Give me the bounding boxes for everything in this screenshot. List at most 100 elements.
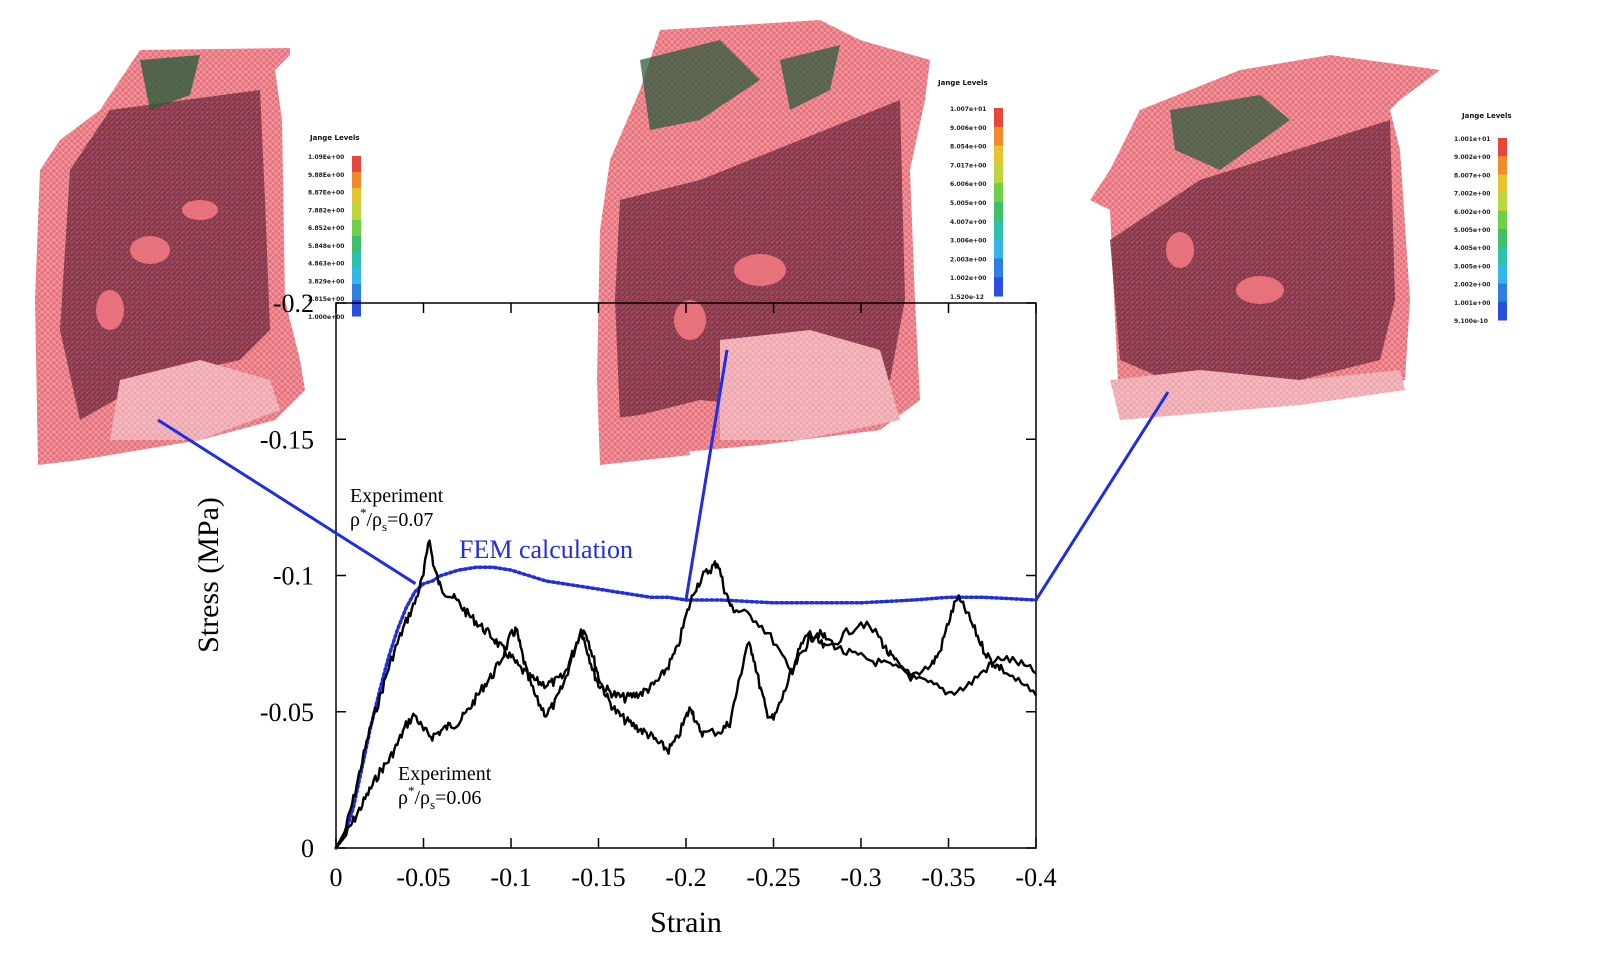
colorbar-2-swatch-1 (994, 126, 1003, 147)
colorbar-2-level-10: 1.520e-12 (950, 294, 984, 301)
colorbar-3-level-5: 5.005e+00 (1454, 227, 1490, 234)
experiment-006-rho: ρ (398, 787, 408, 809)
callout-line-0 (157, 418, 417, 585)
colorbar-1-swatch-0 (352, 156, 361, 173)
colorbar-1-level-7: 3.829e+00 (308, 278, 344, 285)
experiment-007-label: Experiment ρ*/ρs=0.07 (350, 485, 444, 534)
y-tick-label-0: 0 (301, 834, 314, 863)
colorbar-2-level-7: 3.006e+00 (950, 238, 986, 245)
colorbar-1-level-6: 4.863e+00 (308, 261, 344, 268)
colorbar-1-swatch-5 (352, 236, 361, 253)
colorbar-2-level-9: 1.002e+00 (950, 275, 986, 282)
colorbar-2-level-5: 5.005e+00 (950, 200, 986, 207)
experiment-007-ratio: ρ*/ρs=0.07 (350, 505, 433, 534)
fem-inset-3: Jange Levels 1.001e+01 9.002e+00 8.007e+00… (1090, 55, 1512, 420)
colorbar-3-level-6: 4.005e+00 (1454, 245, 1490, 252)
colorbar-3-level-2: 8.007e+00 (1454, 172, 1490, 179)
colorbar-2-swatch-5 (994, 202, 1003, 222)
colorbar-1-level-2: 8.87Ee+00 (308, 190, 344, 197)
colorbar-1-level-0: 1.09Ee+00 (308, 154, 344, 161)
colorbar-3-swatch-5 (1498, 229, 1507, 248)
colorbar-3-swatch-1 (1498, 156, 1507, 175)
x-tick-label-4: -0.2 (665, 863, 706, 892)
colorbar-3-level-9: 1.001e+00 (1454, 300, 1490, 307)
colorbar-2-level-2: 8.054e+00 (950, 144, 986, 151)
colorbar-2-swatch-4 (994, 183, 1003, 203)
colorbar-2-swatch-6 (994, 220, 1003, 241)
callout-line-2 (1034, 391, 1170, 601)
colorbar-3-level-3: 7.002e+00 (1454, 191, 1490, 198)
colorbar-3-title: Jange Levels (1461, 112, 1512, 120)
colorbar-3-swatch-0 (1498, 138, 1507, 157)
colorbar-3-swatch-7 (1498, 265, 1507, 285)
colorbar-3-swatch-9 (1498, 301, 1507, 321)
colorbar-3-level-1: 9.002e+00 (1454, 154, 1490, 161)
colorbar-1-title: Jange Levels (309, 134, 360, 142)
colorbar-2-swatch-7 (994, 239, 1003, 259)
colorbar-2-swatch-9 (994, 277, 1003, 297)
x-tick-label-5: -0.25 (746, 863, 800, 892)
x-tick-label-8: -0.4 (1015, 863, 1056, 892)
colorbar-3-level-7: 3.005e+00 (1454, 263, 1490, 270)
y-tick-label-2: -0.1 (273, 562, 314, 591)
experiment-006-ratio: ρ*/ρs=0.06 (398, 783, 481, 812)
colorbar-1-swatch-2 (352, 188, 361, 205)
callout-line-1 (684, 349, 729, 601)
colorbar-2-level-0: 1.007e+01 (950, 106, 986, 113)
colorbar-3-swatch-2 (1498, 174, 1507, 194)
x-tick-label-0: 0 (330, 863, 343, 892)
experiment-006-star: * (408, 783, 415, 798)
colorbar-1-swatch-1 (352, 172, 361, 189)
experiment-006-sub: s (430, 797, 435, 812)
experiment-007-slash: /ρ (366, 509, 382, 531)
colorbar-3-level-10: 9.100e-10 (1454, 318, 1488, 325)
colorbar-2-swatch-2 (994, 145, 1003, 165)
y-tick-label-1: -0.05 (260, 698, 314, 727)
series-layer (334, 539, 1038, 850)
fem-calculation-label: FEM calculation (459, 535, 633, 564)
colorbar-2-level-3: 7.017e+00 (950, 162, 986, 169)
colorbar-3-level-8: 2.002e+00 (1454, 282, 1490, 289)
colorbar-1-swatch-6 (352, 252, 361, 269)
colorbar-1-swatch-4 (352, 220, 361, 237)
series-line-1 (334, 539, 1037, 849)
experiment-006-slash: /ρ (414, 787, 430, 809)
x-tick-label-6: -0.3 (840, 863, 881, 892)
x-tick-label-7: -0.35 (921, 863, 975, 892)
colorbar-3-level-4: 6.002e+00 (1454, 209, 1490, 216)
colorbar-1-level-9: 1.000e+00 (308, 314, 344, 321)
fem-inset-2: Jange Levels 1.007e+01 9.006e+00 8.054e+00… (597, 20, 1003, 465)
colorbar-3: Jange Levels 1.001e+01 9.002e+00 8.007e+00… (1454, 112, 1512, 325)
colorbar-2-swatch-3 (994, 164, 1003, 184)
colorbar-2-title: Jange Levels (937, 79, 988, 87)
colorbar-3-level-0: 1.001e+01 (1454, 136, 1490, 143)
colorbar-1-swatch-3 (352, 204, 361, 221)
colorbar-2-level-6: 4.007e+00 (950, 219, 986, 226)
colorbar-1-swatch-9 (352, 300, 361, 317)
experiment-007-rho: ρ (350, 509, 360, 531)
colorbar-1: Jange Levels 1.09Ee+00 9.88Ee+00 8.87Ee+00… (308, 134, 361, 321)
colorbar-2: Jange Levels 1.007e+01 9.006e+00 8.054e+00… (937, 79, 1003, 301)
experiment-006-title: Experiment (398, 763, 492, 785)
colorbar-1-swatch-7 (352, 268, 361, 285)
colorbar-1-level-1: 9.88Ee+00 (308, 172, 344, 179)
colorbar-2-level-8: 2.003e+00 (950, 256, 986, 263)
series-line-0 (334, 565, 1038, 850)
experiment-007-sub: s (382, 519, 387, 534)
colorbar-2-swatch-0 (994, 108, 1003, 128)
colorbar-3-swatch-4 (1498, 210, 1507, 230)
x-tick-label-2: -0.1 (490, 863, 531, 892)
experiment-006-label: Experiment ρ*/ρs=0.06 (398, 763, 492, 812)
colorbar-1-level-4: 6.852e+00 (308, 225, 344, 232)
callout-lines (157, 349, 1170, 601)
x-axis-title: Strain (650, 906, 722, 939)
plot-area: 0 -0.05 -0.1 -0.15 -0.2 -0.25 -0.3 -0.35 -0.4 0 -0… (157, 289, 1170, 892)
axis-ticks: 0 -0.05 -0.1 -0.15 -0.2 -0.25 -0.3 -0.35 -0.4 0 -0… (260, 289, 1057, 892)
experiment-007-title: Experiment (350, 485, 444, 507)
colorbar-1-level-3: 7.882e+00 (308, 207, 344, 214)
fem-inset-1: Jange Levels 1.09Ee+00 9.88Ee+00 8.87Ee+00… (35, 48, 361, 465)
colorbar-3-swatch-3 (1498, 192, 1507, 212)
experiment-007-value: =0.07 (387, 509, 433, 531)
colorbar-1-level-8: 2.815e+00 (308, 296, 344, 303)
